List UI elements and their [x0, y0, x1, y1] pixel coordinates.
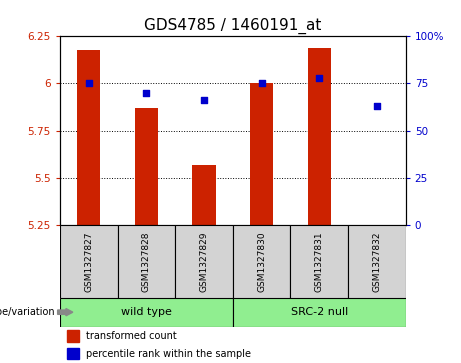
Text: GSM1327832: GSM1327832 [372, 231, 381, 291]
Text: GSM1327828: GSM1327828 [142, 231, 151, 291]
Bar [77, 49, 100, 225]
Text: transformed count: transformed count [86, 331, 177, 341]
Bar [233, 298, 406, 327]
Bar [118, 225, 175, 298]
Point [200, 98, 207, 103]
Text: GSM1327830: GSM1327830 [257, 231, 266, 292]
Title: GDS4785 / 1460191_at: GDS4785 / 1460191_at [144, 17, 321, 33]
Bar [67, 330, 79, 342]
Point [373, 103, 381, 109]
Text: genotype/variation: genotype/variation [0, 307, 55, 317]
Bar [60, 298, 233, 327]
Bar [308, 48, 331, 225]
Bar [348, 225, 406, 298]
Point [85, 81, 92, 86]
Bar [67, 348, 79, 359]
Bar [193, 165, 216, 225]
Text: GSM1327827: GSM1327827 [84, 231, 93, 291]
Text: SRC-2 null: SRC-2 null [290, 307, 348, 317]
Bar [175, 225, 233, 298]
Bar [250, 83, 273, 225]
Point [315, 75, 323, 81]
Text: percentile rank within the sample: percentile rank within the sample [86, 348, 251, 359]
Bar [290, 225, 348, 298]
Text: wild type: wild type [121, 307, 172, 317]
Bar [60, 225, 118, 298]
Point [142, 90, 150, 96]
Text: GSM1327831: GSM1327831 [315, 231, 324, 292]
Text: GSM1327829: GSM1327829 [200, 231, 208, 291]
Bar [135, 108, 158, 225]
Point [258, 81, 266, 86]
Bar [233, 225, 290, 298]
